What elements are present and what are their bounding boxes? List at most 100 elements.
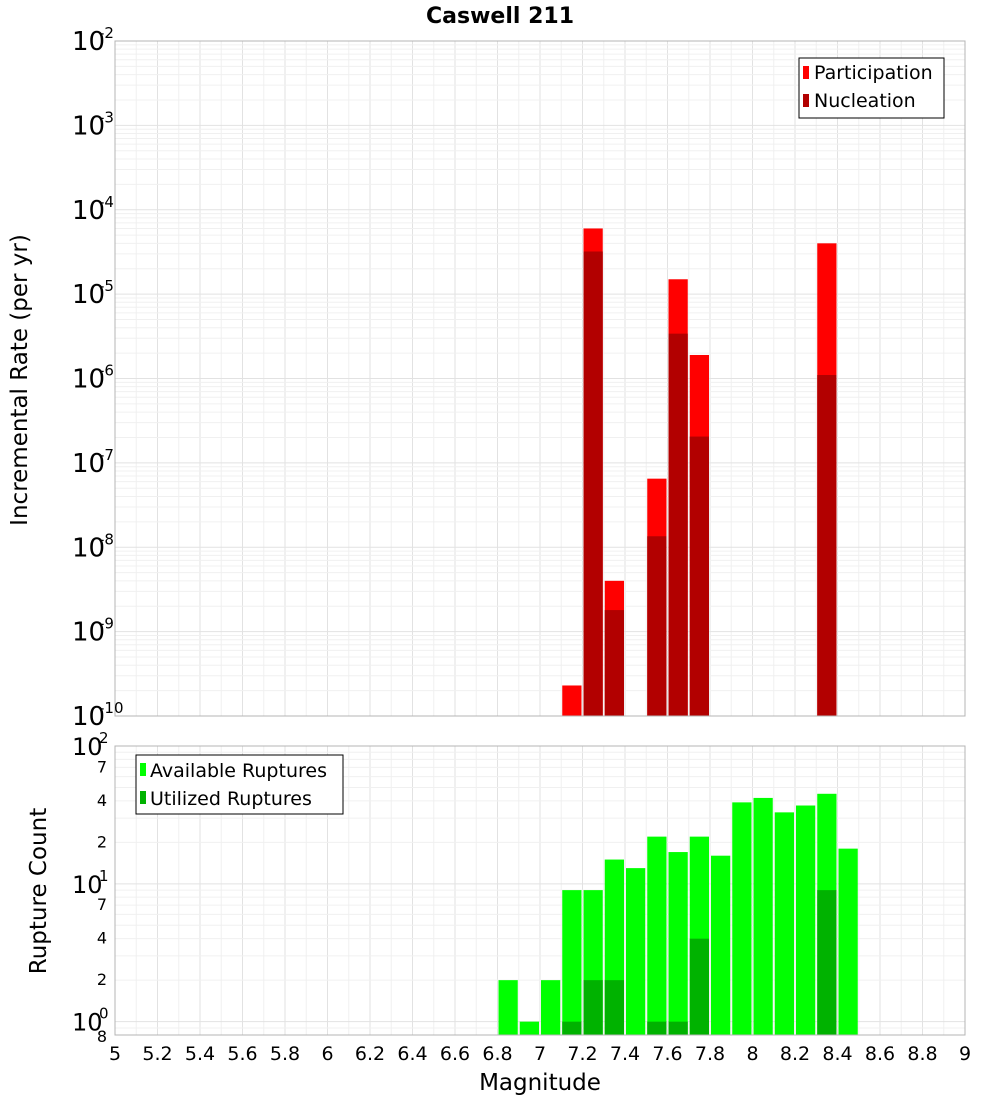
count-bar-available-ruptures <box>711 855 731 1035</box>
rate-ytick-exponent: -9 <box>99 615 114 633</box>
count-bar-available-ruptures <box>562 890 582 1035</box>
count-bar-utilized-ruptures <box>583 980 603 1035</box>
count-ytick-label: 7 <box>97 895 107 914</box>
x-tick-label: 7.8 <box>695 1043 725 1065</box>
count-ytick-exponent: 1 <box>99 867 109 885</box>
count-bar-utilized-ruptures <box>668 1021 688 1035</box>
count-ytick-label: 8 <box>97 1027 107 1046</box>
rate-ytick-exponent: -8 <box>99 530 114 548</box>
rate-ytick-exponent: -4 <box>99 193 114 211</box>
count-bar-utilized-ruptures <box>817 890 837 1035</box>
x-tick-label: 5.6 <box>227 1043 257 1065</box>
count-ytick-label: 10 <box>72 1009 103 1037</box>
count-plot-border <box>114 745 966 1036</box>
count-bar-utilized-ruptures <box>647 1021 667 1035</box>
count-legend: Available Ruptures Utilized Ruptures <box>135 754 344 815</box>
chart-title: Caswell 211 <box>426 4 574 29</box>
x-tick-label: 6.6 <box>440 1043 470 1065</box>
count-y-axis-label: Rupture Count <box>26 808 52 974</box>
rate-y-axis-label: Incremental Rate (per yr) <box>7 234 33 526</box>
x-tick-label: 6 <box>321 1043 333 1065</box>
rate-bar-nucleation <box>647 536 667 716</box>
x-tick-label: 7 <box>534 1043 546 1065</box>
x-tick-label: 6.8 <box>482 1043 512 1065</box>
count-bar-available-ruptures <box>519 1021 539 1035</box>
rate-bar-nucleation <box>583 251 603 716</box>
rate-ytick-exponent: -6 <box>99 362 114 380</box>
count-bar-available-ruptures <box>541 980 561 1035</box>
rate-bar-participation <box>562 685 582 716</box>
legend-label-participation: Participation <box>814 62 933 84</box>
count-ytick-label: 4 <box>97 791 107 810</box>
rate-legend: Participation Nucleation <box>798 57 945 119</box>
legend-label-utilized: Utilized Ruptures <box>150 788 312 810</box>
count-bar-available-ruptures <box>498 980 518 1035</box>
legend-swatch-utilized <box>140 791 146 804</box>
count-ytick-label: 7 <box>97 757 107 776</box>
count-ytick-label: 2 <box>97 970 107 989</box>
x-tick-label: 8.6 <box>865 1043 895 1065</box>
rate-legend-box <box>798 57 945 119</box>
count-bar-available-ruptures <box>753 797 773 1035</box>
x-tick-label: 9 <box>959 1043 971 1065</box>
count-bar-utilized-ruptures <box>562 1021 582 1035</box>
rate-ytick-label: 10 <box>72 533 105 563</box>
count-bar-available-ruptures <box>668 852 688 1035</box>
count-bar-available-ruptures <box>626 868 646 1035</box>
count-legend-box <box>135 754 344 815</box>
rate-ytick-label: 10 <box>72 27 105 57</box>
x-tick-label: 5.8 <box>270 1043 300 1065</box>
x-tick-label: 8.4 <box>822 1043 852 1065</box>
rate-ytick-label: 10 <box>72 449 105 479</box>
rate-ytick-label: 10 <box>72 196 105 226</box>
rate-ytick-label: 10 <box>72 702 105 732</box>
x-axis-label: Magnitude <box>479 1070 601 1096</box>
rate-ytick-label: 10 <box>72 111 105 141</box>
legend-swatch-available <box>140 763 146 776</box>
count-ytick-exponent: 0 <box>99 1005 109 1023</box>
rate-ytick-exponent: -3 <box>99 108 114 126</box>
rate-bar-nucleation <box>604 610 624 716</box>
x-tick-label: 7.2 <box>567 1043 597 1065</box>
count-bars <box>498 793 858 1035</box>
x-tick-label: 6.2 <box>355 1043 385 1065</box>
rate-ytick-exponent: -2 <box>99 24 114 42</box>
x-tick-label: 8.2 <box>780 1043 810 1065</box>
count-ytick-label: 10 <box>72 733 103 761</box>
legend-swatch-participation <box>803 66 809 79</box>
x-tick-label: 5 <box>109 1043 121 1065</box>
count-bar-available-ruptures <box>774 812 794 1035</box>
rate-bars <box>562 228 837 717</box>
count-bar-utilized-ruptures <box>689 938 709 1035</box>
count-ytick-exponent: 2 <box>99 729 109 747</box>
legend-label-available: Available Ruptures <box>150 760 327 782</box>
legend-label-nucleation: Nucleation <box>814 90 916 112</box>
x-tick-label: 5.4 <box>185 1043 215 1065</box>
rate-gridlines <box>114 41 966 717</box>
rate-bar-nucleation <box>817 375 837 716</box>
legend-swatch-nucleation <box>803 94 809 107</box>
rate-ytick-exponent: -10 <box>99 699 124 717</box>
count-bar-utilized-ruptures <box>604 980 624 1035</box>
count-ytick-label: 2 <box>97 832 107 851</box>
rate-bar-nucleation <box>689 436 709 716</box>
x-axis-ticks: 5 5.2 5.4 5.6 5.8 6 6.2 6.4 6.6 6.8 7 7.2 7.4 7.6 7.8 8… <box>109 1043 971 1065</box>
x-tick-label: 8 <box>746 1043 758 1065</box>
x-tick-label: 7.4 <box>610 1043 640 1065</box>
rate-ytick-label: 10 <box>72 618 105 648</box>
count-bar-available-ruptures <box>796 805 816 1035</box>
count-ytick-label: 4 <box>97 929 107 948</box>
count-ytick-label: 10 <box>72 871 103 899</box>
rate-plot-border <box>114 40 966 717</box>
count-bar-available-ruptures <box>732 802 752 1035</box>
x-tick-label: 8.8 <box>907 1043 937 1065</box>
count-bar-available-ruptures <box>647 836 667 1035</box>
x-tick-label: 7.6 <box>652 1043 682 1065</box>
rate-ytick-exponent: -5 <box>99 277 114 295</box>
count-bar-available-ruptures <box>838 848 858 1035</box>
